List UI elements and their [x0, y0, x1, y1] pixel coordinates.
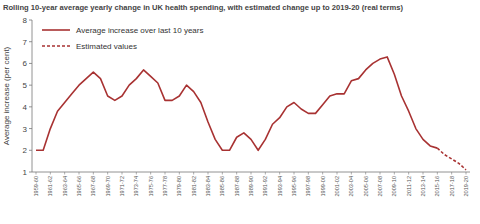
- x-tick: [193, 172, 194, 175]
- legend-label: Estimated values: [76, 42, 137, 51]
- chart: Rolling 10-year average yearly change in…: [0, 0, 480, 224]
- x-tick: [208, 172, 209, 175]
- x-tick-label: 1993-94: [277, 176, 283, 197]
- x-tick: [394, 172, 395, 175]
- x-tick: [222, 172, 223, 175]
- series-line: [437, 148, 466, 170]
- x-tick-label: 2015-16: [434, 176, 440, 197]
- x-tick: [408, 172, 409, 175]
- y-axis-label: Average increase (per cent): [2, 46, 11, 145]
- x-tick: [423, 172, 424, 175]
- x-tick-label: 2007-08: [377, 176, 383, 197]
- x-tick-label: 1973-74: [133, 176, 139, 197]
- y-tick-label: 7: [23, 38, 28, 47]
- plot-area: [36, 57, 466, 170]
- x-tick: [36, 172, 37, 175]
- x-tick: [466, 172, 467, 175]
- y-tick: [29, 63, 32, 64]
- legend-key: [42, 45, 70, 47]
- x-tick: [294, 172, 295, 175]
- x-tick: [451, 172, 452, 175]
- x-tick: [150, 172, 151, 175]
- x-tick-label: 1965-66: [76, 176, 82, 197]
- x-tick-label: 1977-78: [162, 176, 168, 197]
- y-tick: [29, 41, 32, 42]
- x-tick-label: 1961-62: [47, 176, 53, 197]
- x-tick-label: 1983-84: [205, 176, 211, 197]
- legend-key: [42, 29, 70, 31]
- x-tick-label: 1971-72: [119, 176, 125, 197]
- y-tick-label: 8: [23, 16, 28, 25]
- x-tick-label: 2019-20: [463, 176, 469, 197]
- x-tick: [107, 172, 108, 175]
- x-tick-label: 2003-04: [348, 176, 354, 197]
- legend: Average increase over last 10 years Estim…: [42, 26, 203, 51]
- y-tick-label: 3: [23, 125, 28, 134]
- y-axis: [32, 20, 33, 172]
- x-tick: [365, 172, 366, 175]
- y-tick: [29, 106, 32, 107]
- title: Rolling 10-year average yearly change in…: [3, 3, 404, 12]
- x-tick: [380, 172, 381, 175]
- y-tick-label: 4: [23, 103, 28, 112]
- series-line: [36, 57, 437, 150]
- x-tick: [236, 172, 237, 175]
- x-tick-label: 2013-14: [420, 176, 426, 197]
- x-tick: [251, 172, 252, 175]
- x-tick-label: 1981-82: [191, 176, 197, 197]
- legend-label: Average increase over last 10 years: [76, 26, 203, 35]
- x-tick: [265, 172, 266, 175]
- y-tick: [29, 20, 32, 21]
- x-tick-label: 2005-06: [363, 176, 369, 197]
- x-tick-label: 1995-96: [291, 176, 297, 197]
- x-tick-label: 2011-12: [406, 176, 412, 196]
- y-tick-label: 2: [23, 146, 28, 155]
- x-tick: [179, 172, 180, 175]
- x-tick: [308, 172, 309, 175]
- x-tick-label: 1997-98: [305, 176, 311, 197]
- y-tick: [29, 150, 32, 151]
- x-tick: [322, 172, 323, 175]
- y-tick: [29, 172, 32, 173]
- x-tick: [437, 172, 438, 175]
- y-tick: [29, 128, 32, 129]
- x-tick: [64, 172, 65, 175]
- x-tick: [136, 172, 137, 175]
- x-tick-label: 2009-10: [391, 176, 397, 197]
- x-tick: [337, 172, 338, 175]
- x-tick: [351, 172, 352, 175]
- x-tick: [79, 172, 80, 175]
- x-tick-label: 2017-18: [449, 176, 455, 197]
- x-tick-label: 1967-68: [90, 176, 96, 197]
- y-tick: [29, 85, 32, 86]
- x-tick: [279, 172, 280, 175]
- x-tick-label: 1959-60: [33, 176, 39, 197]
- x-tick-label: 1989-90: [248, 176, 254, 197]
- x-tick-label: 1969-70: [105, 176, 111, 197]
- x-tick: [50, 172, 51, 175]
- x-tick: [93, 172, 94, 175]
- x-tick: [165, 172, 166, 175]
- x-tick-label: 1975-76: [148, 176, 154, 197]
- y-tick-label: 1: [23, 168, 28, 177]
- x-tick-label: 1979-80: [176, 176, 182, 197]
- x-tick: [122, 172, 123, 175]
- y-tick-label: 6: [23, 59, 28, 68]
- x-tick-label: 1991-92: [262, 176, 268, 197]
- x-tick-label: 1987-88: [234, 176, 240, 197]
- x-tick-label: 2001-02: [334, 176, 340, 197]
- x-tick-label: 1963-64: [62, 176, 68, 197]
- y-tick-label: 5: [23, 81, 28, 90]
- x-tick-label: 1985-86: [219, 176, 225, 197]
- x-tick-label: 1999-00: [320, 176, 326, 197]
